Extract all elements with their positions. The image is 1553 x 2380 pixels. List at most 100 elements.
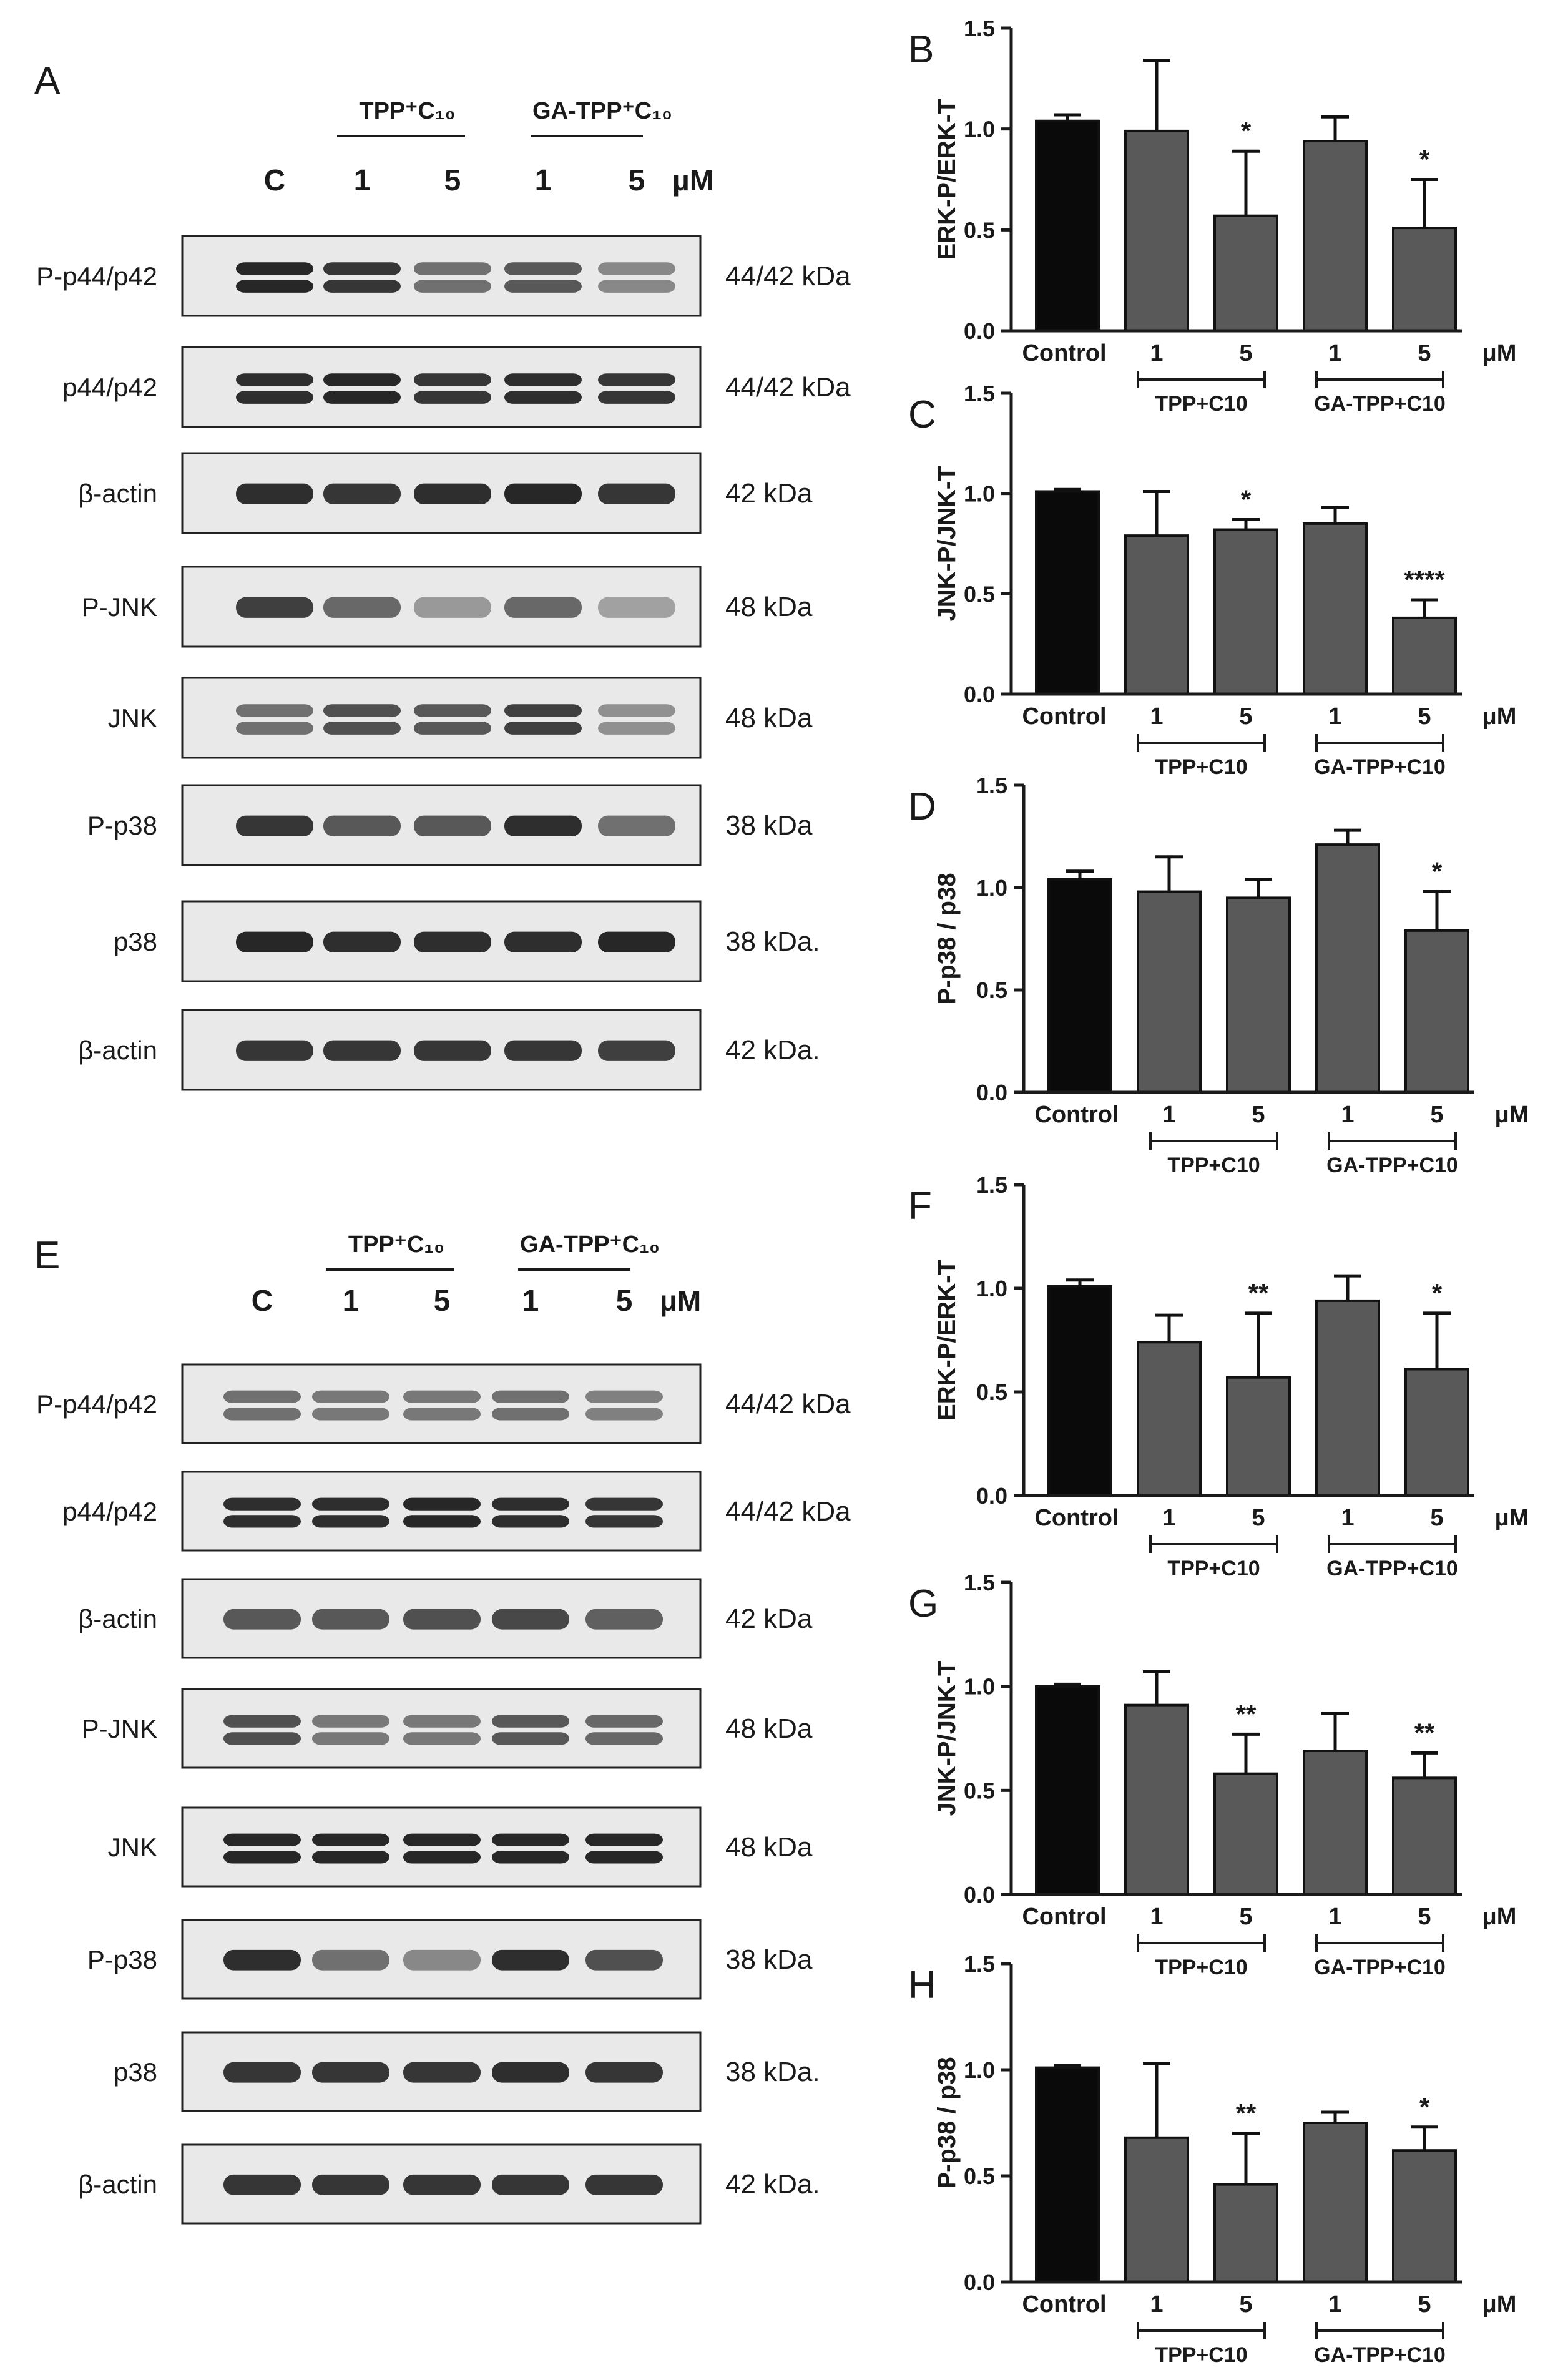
group-label-ga-tpp: GA-TPP⁺C₁₀: [520, 1232, 660, 1258]
blot-band: [492, 1408, 569, 1421]
blot-band: [312, 1851, 389, 1864]
bar: [1213, 1772, 1278, 1896]
blot-band: [414, 373, 491, 386]
significance-marker: *: [1419, 2092, 1430, 2122]
bar: [1392, 2149, 1457, 2283]
blot-band: [223, 1833, 301, 1846]
blot-band: [598, 931, 675, 952]
blot-band: [492, 1390, 569, 1403]
blot-band: [504, 262, 582, 275]
blot-band: [223, 1851, 301, 1864]
group-label: GA-TPP+C10: [1314, 2343, 1446, 2367]
x-tick-label: 5: [1430, 1102, 1443, 1128]
x-tick-label: 5: [1239, 703, 1252, 730]
blot-band: [312, 1833, 389, 1846]
blot-band: [236, 373, 313, 386]
x-tick-label: 1: [1162, 1102, 1175, 1128]
blot-band: [492, 2174, 569, 2195]
blot-band: [492, 1515, 569, 1528]
blot-band: [236, 262, 313, 275]
blot-band: [414, 704, 491, 717]
blot-band: [585, 2062, 663, 2083]
significance-marker: **: [1236, 2098, 1257, 2128]
y-tick-label: 1.0: [964, 1674, 995, 1700]
blot-band: [312, 1408, 389, 1421]
blot-band: [414, 597, 491, 618]
blot-band: [504, 722, 582, 735]
bar: [1047, 1285, 1112, 1497]
blot-band: [236, 391, 313, 404]
blot-band: [585, 1732, 663, 1745]
bar: [1137, 890, 1202, 1094]
blot-band: [598, 280, 675, 293]
blot-row-label: P-p38: [87, 1945, 157, 1974]
blot-band: [403, 1949, 481, 1971]
blot-band: [492, 2062, 569, 2083]
bar: [1303, 140, 1368, 332]
blot-band: [504, 815, 582, 836]
bar: [1035, 119, 1100, 332]
bar: [1392, 616, 1457, 695]
group-label-tpp: TPP⁺C₁₀: [348, 1232, 444, 1258]
group-label: GA-TPP+C10: [1326, 1153, 1458, 1177]
blot-band: [223, 1515, 301, 1528]
blot-band: [403, 1408, 481, 1421]
panel-letter: B: [908, 28, 934, 71]
blot-row-label: β-actin: [78, 1036, 157, 1065]
blot-band: [223, 1497, 301, 1511]
unit-label: μM: [1495, 1102, 1529, 1128]
bar: [1124, 534, 1189, 695]
bar: [1124, 2136, 1189, 2284]
blot-band: [223, 2062, 301, 2083]
blot-band: [585, 1949, 663, 1971]
bar: [1035, 2066, 1100, 2284]
lane-label: 5: [434, 1285, 451, 1318]
blot-row-label: p44/p42: [62, 1497, 157, 1526]
bar: [1047, 878, 1112, 1094]
x-tick-label: 5: [1418, 340, 1431, 366]
y-tick-label: 1.5: [976, 1172, 1007, 1198]
blot-band: [585, 2174, 663, 2195]
blot-band: [492, 1732, 569, 1745]
significance-marker: *: [1241, 116, 1252, 145]
blot-band: [504, 373, 582, 386]
bar: [1226, 1376, 1291, 1497]
blot-band: [585, 1609, 663, 1630]
lane-label: 1: [522, 1285, 539, 1318]
group-label: TPP+C10: [1155, 755, 1247, 779]
molecular-weight-label: 42 kDa: [725, 1604, 813, 1634]
x-tick-label: Control: [1022, 2291, 1106, 2318]
bar: [1035, 490, 1100, 695]
x-tick-label: 1: [1328, 1904, 1341, 1930]
panel-letter: H: [908, 1964, 936, 2007]
unit-label: μM: [1495, 1505, 1529, 1531]
blot-band: [312, 1515, 389, 1528]
blot-band: [598, 722, 675, 735]
blot-band: [414, 483, 491, 504]
blot-band: [403, 1515, 481, 1528]
blot-band: [236, 597, 313, 618]
blot-band: [585, 1408, 663, 1421]
y-axis-label: ERK-P/ERK-T: [933, 1260, 961, 1421]
blot-row-label: p38: [114, 2057, 157, 2087]
y-axis-label: P-p38 / p38: [933, 873, 961, 1004]
blot-band: [312, 1390, 389, 1403]
lane-label: C: [264, 164, 286, 197]
molecular-weight-label: 42 kDa.: [725, 1035, 820, 1065]
molecular-weight-label: 44/42 kDa: [725, 261, 851, 291]
molecular-weight-label: 42 kDa.: [725, 2169, 820, 2200]
blot-band: [403, 2174, 481, 2195]
blot-band: [504, 704, 582, 717]
group-label: TPP+C10: [1167, 1557, 1260, 1580]
x-tick-label: Control: [1034, 1505, 1119, 1531]
blot-band: [414, 280, 491, 293]
bar-chart-G: G JNK-P/JNK-T 0.0 0.5 1.0 1.5 Control 1 ** 5 1 ** 5 μ…: [908, 1570, 1516, 1979]
blot-band: [223, 1609, 301, 1630]
group-label-tpp: TPP⁺C₁₀: [359, 98, 455, 124]
unit-label: μM: [1482, 703, 1517, 730]
x-tick-label: 1: [1341, 1102, 1354, 1128]
bar: [1137, 1341, 1202, 1497]
blot-row-label: p44/p42: [62, 373, 157, 402]
blot-band: [323, 931, 401, 952]
blot-band: [323, 373, 401, 386]
